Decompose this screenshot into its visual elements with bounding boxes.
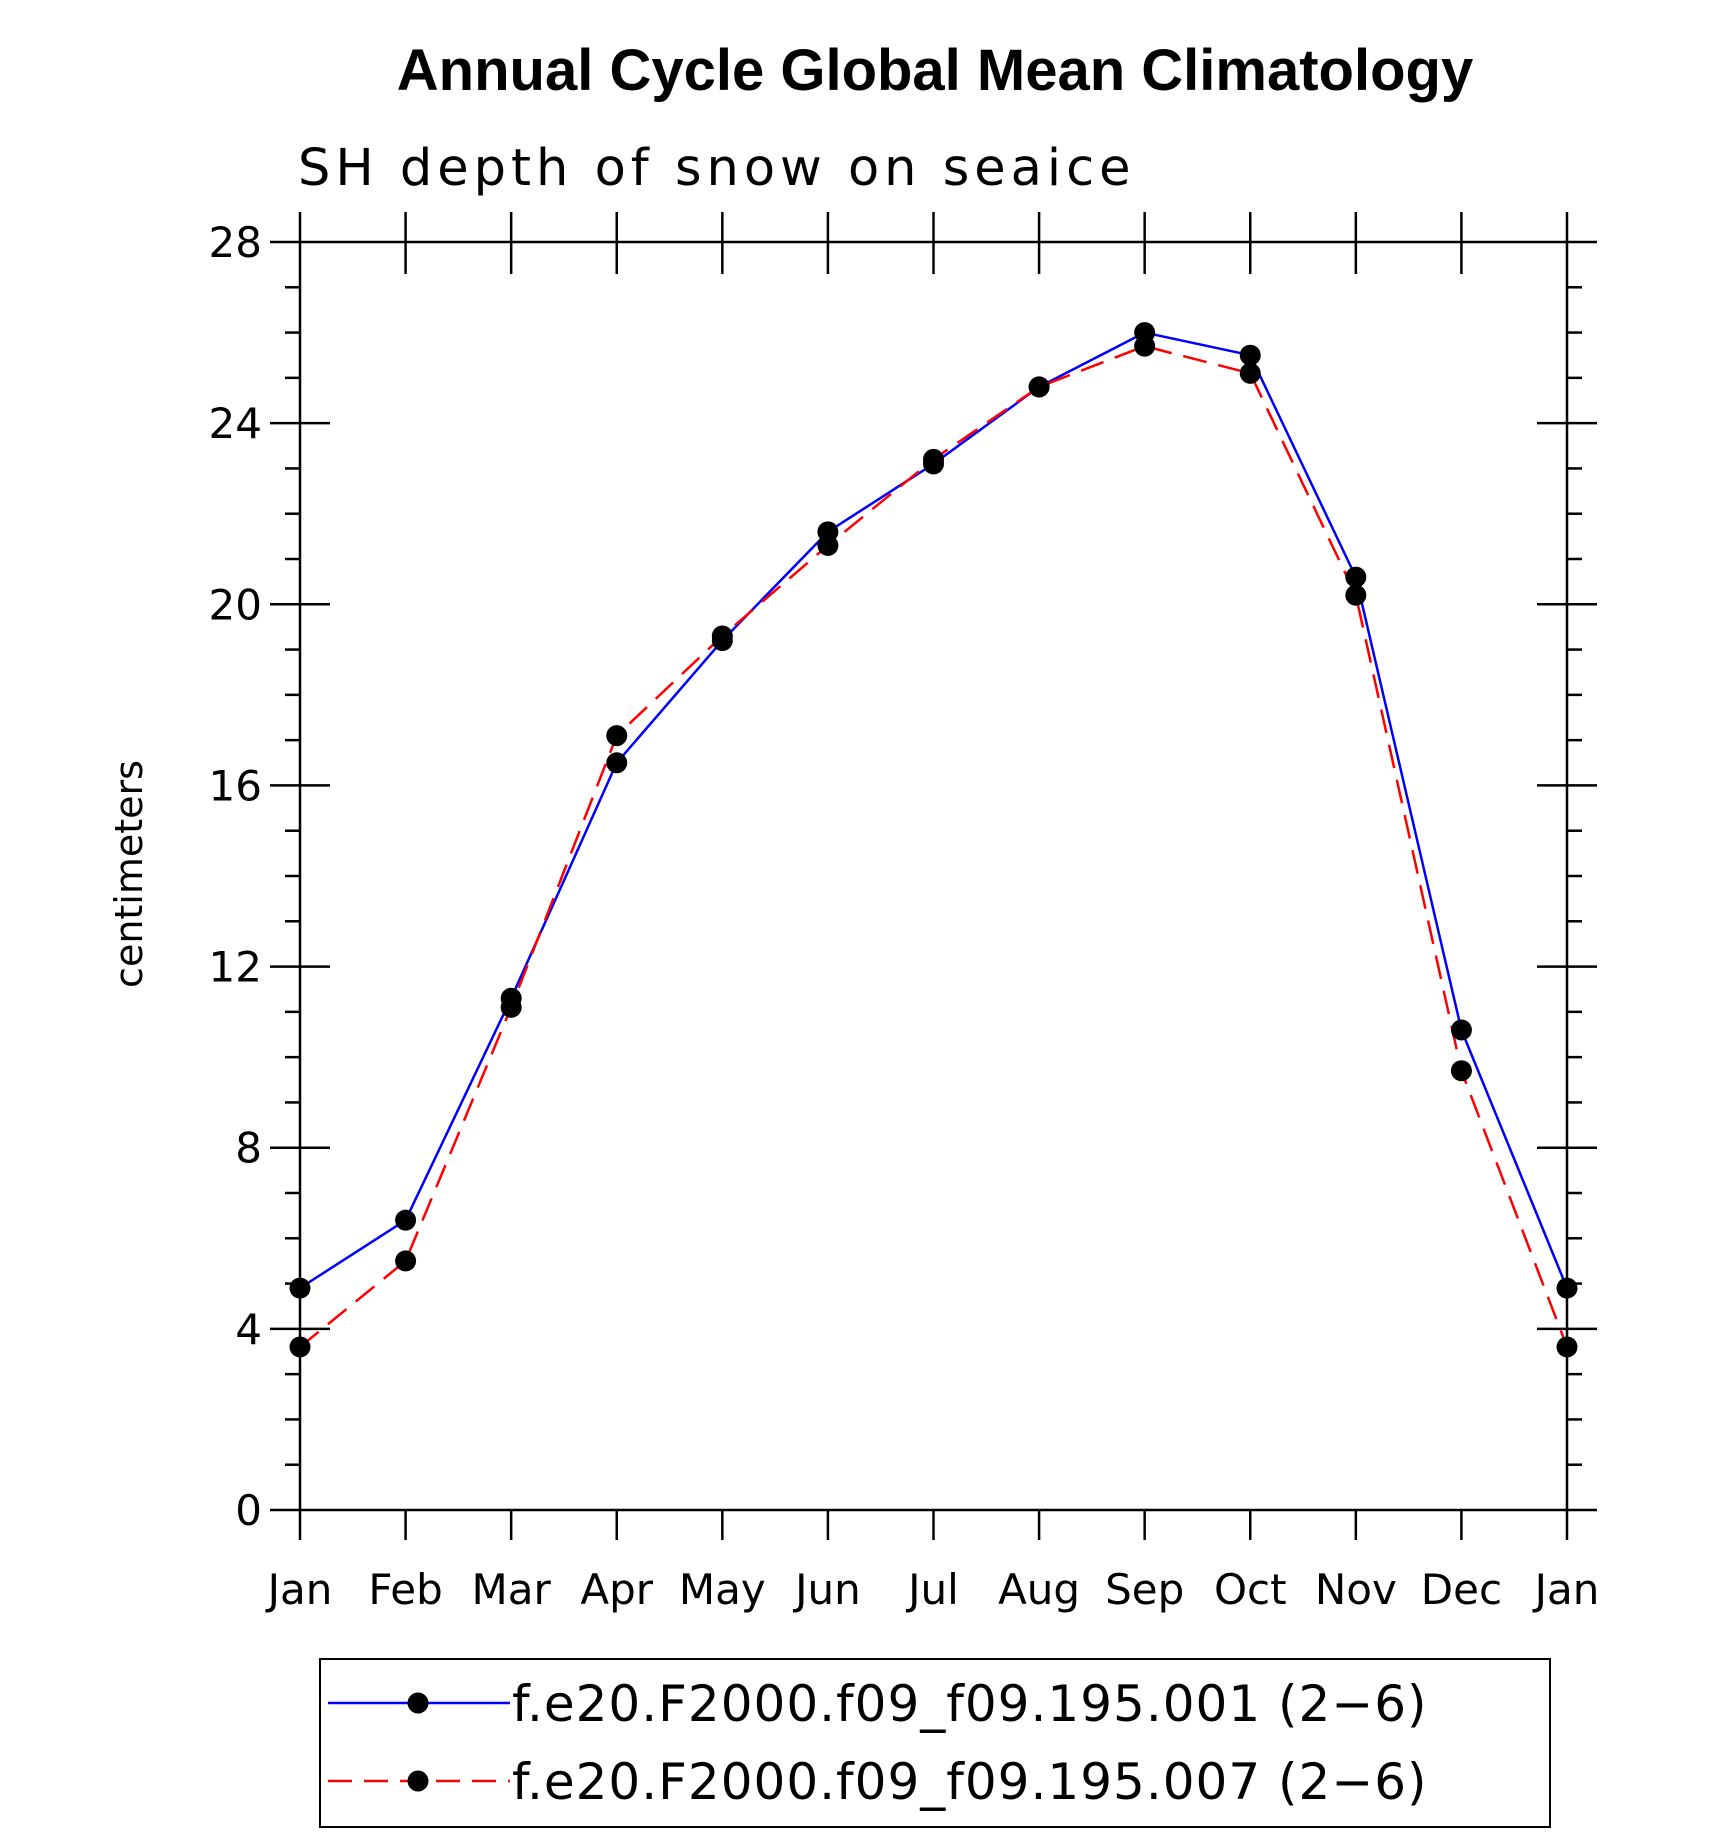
x-tick-label: Feb xyxy=(368,1565,442,1614)
data-point-series-2 xyxy=(500,996,522,1018)
y-tick-label: 12 xyxy=(209,943,262,992)
chart-subtitle: SH depth of snow on seaice xyxy=(298,139,1136,198)
legend: f.e20.F2000.f09_f09.195.001 (2−6) f.e20.F… xyxy=(319,1658,1551,1828)
series-lines xyxy=(299,331,1569,1348)
x-tick-label: Aug xyxy=(998,1565,1080,1614)
data-point-series-2 xyxy=(289,1336,311,1358)
y-tick-label: 24 xyxy=(209,399,262,448)
y-tick-label: 28 xyxy=(209,218,262,267)
axes: 0 4 8 12 16 20 24 28 Jan Feb Mar Apr May Jun Jul Aug Sep… xyxy=(209,212,1600,1614)
legend-label-series-2: f.e20.F2000.f09_f09.195.007 (2−6) xyxy=(512,1753,1428,1811)
data-point-series-2 xyxy=(606,725,628,747)
x-tick-label: Jan xyxy=(265,1565,333,1614)
data-point-series-1 xyxy=(606,752,628,774)
y-tick-label: 20 xyxy=(209,580,262,629)
y-tick-label: 0 xyxy=(235,1486,262,1535)
x-tick-label: May xyxy=(679,1565,766,1614)
y-axis-label: centimeters xyxy=(107,760,151,988)
x-tick-label: Apr xyxy=(580,1565,653,1614)
y-tick-label: 4 xyxy=(235,1305,262,1354)
x-tick-label: Mar xyxy=(472,1565,552,1614)
data-point-series-2 xyxy=(1134,335,1156,357)
x-tick-label: Jan xyxy=(1532,1565,1600,1614)
legend-marker-series-2 xyxy=(407,1770,429,1792)
data-point-series-2 xyxy=(1556,1336,1578,1358)
data-point-series-2 xyxy=(1239,362,1261,384)
data-point-series-1 xyxy=(1345,566,1367,588)
legend-label-series-1: f.e20.F2000.f09_f09.195.001 (2−6) xyxy=(512,1675,1428,1733)
data-point-series-2 xyxy=(817,534,839,556)
plot-frame xyxy=(298,240,1569,1512)
series-line-2 xyxy=(299,344,1569,1348)
x-tick-label: Dec xyxy=(1421,1565,1502,1614)
data-point-series-2 xyxy=(395,1250,417,1272)
data-point-series-1 xyxy=(395,1209,417,1231)
x-tick-label: Nov xyxy=(1315,1565,1397,1614)
x-tick-label: Oct xyxy=(1214,1565,1287,1614)
data-point-series-2 xyxy=(1028,376,1050,398)
data-point-series-2 xyxy=(923,448,944,470)
data-point-series-2 xyxy=(1450,1060,1472,1082)
legend-box xyxy=(319,1658,1551,1828)
chart-title: Annual Cycle Global Mean Climatology xyxy=(397,38,1473,103)
y-tick-label: 8 xyxy=(235,1124,262,1173)
data-point-series-2 xyxy=(1345,584,1367,606)
x-tick-label: Jul xyxy=(905,1565,959,1614)
data-markers xyxy=(289,322,1578,1358)
legend-marker-series-1 xyxy=(407,1692,429,1714)
data-point-series-1 xyxy=(1450,1019,1472,1041)
data-point-series-2 xyxy=(711,625,733,647)
data-point-series-1 xyxy=(1556,1277,1578,1299)
y-tick-label: 16 xyxy=(209,761,262,810)
series-line-1 xyxy=(299,331,1569,1290)
x-tick-label: Jun xyxy=(792,1565,861,1614)
data-point-series-1 xyxy=(289,1277,311,1299)
x-tick-label: Sep xyxy=(1105,1565,1184,1614)
data-point-series-1 xyxy=(1239,344,1261,366)
